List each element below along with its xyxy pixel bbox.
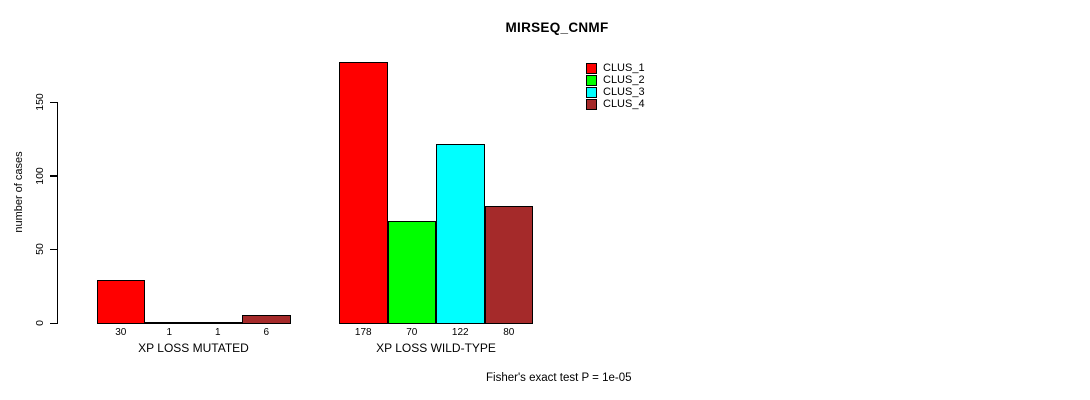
legend-item-label: CLUS_4 [603, 98, 645, 111]
y-axis-label: number of cases [13, 151, 25, 233]
bar-clus_4 [484, 206, 533, 324]
fisher-test-annotation: Fisher's exact test P = 1e-05 [486, 372, 632, 384]
y-axis-line [56, 101, 58, 324]
group-label: XP LOSS WILD-TYPE [376, 340, 496, 355]
bar-value-label: 70 [406, 327, 418, 338]
bar-value-label: 178 [354, 327, 372, 338]
y-axis-tick [49, 101, 57, 103]
bar-value-label: 1 [214, 327, 221, 338]
legend-swatch [586, 74, 597, 86]
y-axis-tick-label: 0 [34, 320, 46, 326]
legend-swatch [586, 86, 597, 98]
legend-item-clus_4: CLUS_4 [586, 99, 645, 111]
bar-clus_3 [193, 322, 242, 325]
legend-swatch [586, 62, 597, 74]
legend-item-label: CLUS_3 [603, 85, 645, 98]
legend-item-label: CLUS_1 [603, 61, 645, 74]
y-axis-tick [49, 248, 57, 251]
legend-item-label: CLUS_2 [603, 73, 645, 86]
bar-clus_4 [242, 315, 291, 324]
bar-value-label: 6 [263, 327, 270, 338]
legend-item-clus_2: CLUS_2 [586, 74, 645, 86]
bar-clus_3 [436, 144, 485, 324]
bar-value-label: 30 [115, 327, 127, 338]
chart-title: MIRSEQ_CNMF [505, 20, 609, 35]
y-axis-tick [49, 175, 57, 177]
bar-value-label: 1 [166, 327, 173, 338]
bar-clus_1 [96, 279, 145, 324]
bar-clus_2 [387, 220, 436, 324]
bar-value-label: 122 [451, 327, 469, 338]
bar-clus_1 [339, 61, 388, 324]
legend-item-clus_3: CLUS_3 [586, 86, 645, 98]
legend-swatch [586, 99, 597, 111]
y-axis-tick-label: 50 [34, 243, 46, 256]
bar-value-label: 80 [503, 327, 515, 338]
y-axis-tick-label: 150 [34, 93, 46, 111]
legend: CLUS_1 CLUS_2 CLUS_3 CLUS_4 [586, 62, 645, 111]
y-axis-tick-label: 100 [34, 166, 46, 185]
bar-clus_2 [145, 322, 194, 325]
y-axis-tick [49, 322, 57, 324]
group-label: XP LOSS MUTATED [138, 340, 249, 355]
legend-item-clus_1: CLUS_1 [586, 62, 645, 74]
